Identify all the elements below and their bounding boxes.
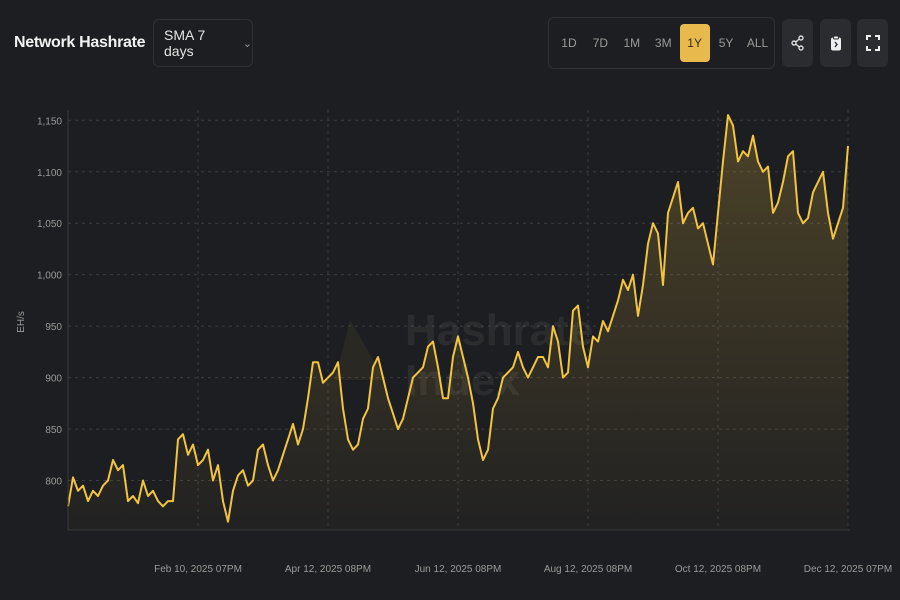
page-title: Network Hashrate [14,34,146,51]
range-1y[interactable]: 1Y [679,24,710,62]
area-fill [68,115,848,530]
sma-select-value: SMA 7 days [164,27,206,59]
x-tick-label: Apr 12, 2025 08PM [285,564,371,575]
y-tick-label: 950 [45,322,62,333]
share-button[interactable] [782,19,813,67]
sma-select[interactable]: SMA 7 days ⌄ [153,19,253,67]
x-tick-label: Aug 12, 2025 08PM [544,564,632,575]
y-tick-label: 850 [45,425,62,436]
x-tick-label: Oct 12, 2025 08PM [675,564,761,575]
range-1m[interactable]: 1M [623,36,641,50]
y-tick-label: 1,050 [37,219,62,230]
range-all[interactable]: ALL [746,36,769,50]
fullscreen-button[interactable] [857,19,888,67]
range-3m[interactable]: 3M [654,36,672,50]
x-tick-label: Feb 10, 2025 07PM [154,564,242,575]
time-range-group: 1D 7D 1M 3M 1Y 5Y ALL [548,17,775,69]
range-1d[interactable]: 1D [561,36,577,50]
share-icon [790,35,804,51]
y-tick-label: 900 [45,374,62,385]
range-7d[interactable]: 7D [592,36,609,50]
y-tick-label: 1,150 [37,116,62,127]
copy-button[interactable] [820,19,851,67]
x-tick-label: Jun 12, 2025 08PM [415,564,502,575]
fullscreen-icon [865,35,880,51]
chevron-down-icon: ⌄ [242,37,252,50]
y-tick-label: 1,000 [37,271,62,282]
y-tick-label: 800 [45,477,62,488]
y-tick-label: 1,100 [37,168,62,179]
svg-text:Hashrate: Hashrate [405,306,593,355]
x-tick-label: Dec 12, 2025 07PM [804,564,892,575]
clipboard-icon [830,35,841,51]
y-axis-label: EH/s [16,311,27,333]
series-line [67,114,849,523]
range-5y[interactable]: 5Y [718,36,734,50]
